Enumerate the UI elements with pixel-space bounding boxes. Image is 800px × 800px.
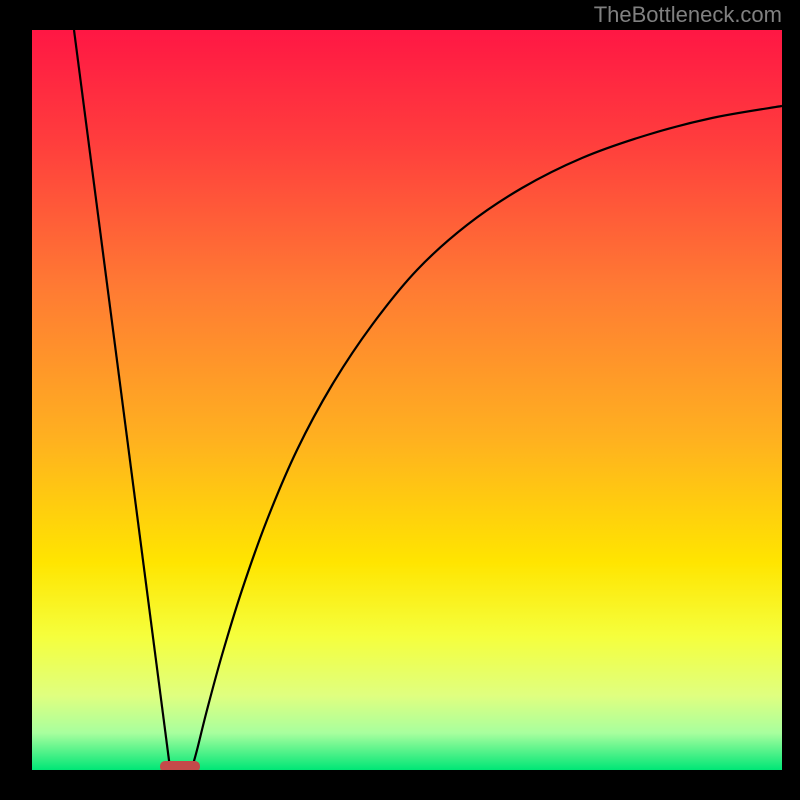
watermark-text: TheBottleneck.com xyxy=(594,2,782,28)
curves-layer xyxy=(32,30,782,770)
left-descent-line xyxy=(74,30,170,768)
minimum-marker xyxy=(160,761,200,771)
chart-container: TheBottleneck.com xyxy=(0,0,800,800)
plot-area xyxy=(32,30,782,770)
right-ascent-curve xyxy=(192,106,782,768)
